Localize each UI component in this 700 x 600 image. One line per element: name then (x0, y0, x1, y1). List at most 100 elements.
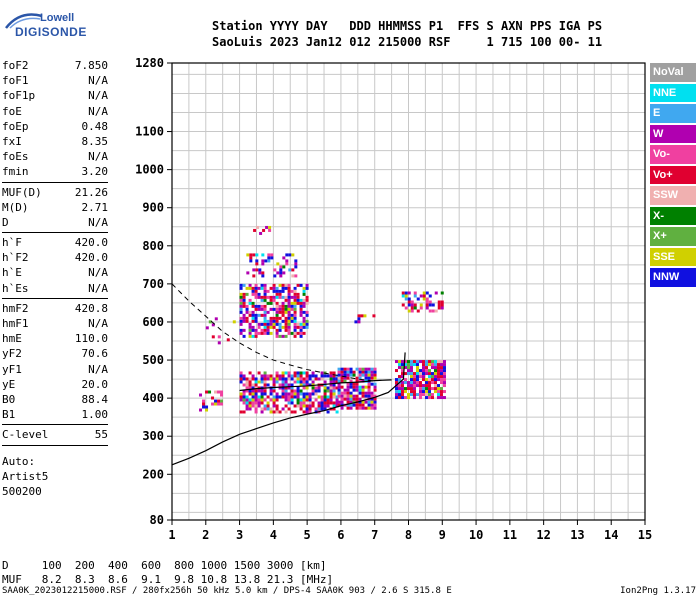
echo-point (401, 291, 405, 295)
echo-point (281, 407, 285, 411)
echo-point (284, 307, 288, 311)
echo-point (255, 259, 259, 263)
echo-point (253, 228, 257, 232)
echo-point (346, 388, 350, 392)
echo-point (205, 408, 209, 412)
echo-point (400, 396, 404, 400)
echo-point (335, 386, 339, 390)
echo-point (323, 383, 327, 387)
echo-point (281, 395, 285, 399)
echo-point (320, 371, 324, 375)
echo-point (263, 295, 267, 299)
param-name: foF2 (2, 59, 29, 72)
echo-point (314, 392, 318, 396)
echo-point (281, 386, 285, 390)
echo-point (282, 256, 286, 260)
echo-point (424, 360, 428, 364)
echo-point (440, 303, 444, 307)
echo-point (287, 298, 291, 302)
echo-point (314, 398, 318, 402)
echo-point (421, 360, 425, 364)
echo-point (407, 291, 411, 295)
echo-point (335, 374, 339, 378)
dashed-curve (171, 283, 375, 382)
echo-point (279, 265, 283, 269)
echo-point (346, 406, 350, 410)
echo-point (439, 387, 443, 391)
echo-point (427, 390, 431, 394)
echo-point (370, 400, 374, 404)
echo-point (302, 386, 306, 390)
echo-point (199, 408, 203, 412)
echo-point (412, 375, 416, 379)
echo-point (281, 307, 285, 311)
echo-point (275, 316, 279, 320)
polarization-legend: NoVal NNE E W Vo- Vo+ SSW X- X+ SSE NNW (650, 63, 696, 289)
echo-point (299, 307, 303, 311)
echo-point (409, 378, 413, 382)
echo-point (340, 370, 344, 374)
echo-point (355, 382, 359, 386)
echo-point (239, 395, 243, 399)
x-tick-label: 2 (202, 528, 209, 542)
param-value: 20.0 (81, 377, 109, 391)
echo-point (278, 307, 282, 311)
echo-point (367, 388, 371, 392)
echo-point (290, 313, 294, 317)
echo-point (299, 392, 303, 396)
echo-point (326, 404, 330, 408)
echo-point (260, 398, 264, 402)
echo-point (251, 313, 255, 317)
echo-point (296, 283, 300, 287)
echo-point (293, 410, 297, 414)
echo-point (427, 363, 431, 367)
echo-point (329, 371, 333, 375)
echo-point (245, 407, 249, 411)
echo-point (248, 389, 252, 393)
echo-point (308, 410, 312, 414)
echo-point (245, 395, 249, 399)
echo-point (242, 392, 246, 396)
echo-point (293, 395, 297, 399)
echo-point (428, 294, 432, 298)
echo-point (329, 374, 333, 378)
echo-point (239, 392, 243, 396)
echo-point (299, 404, 303, 408)
echo-point (270, 253, 274, 257)
echo-point (199, 393, 203, 397)
echo-point (214, 399, 218, 403)
echo-point (290, 377, 294, 381)
echo-point (251, 286, 255, 290)
echo-point (349, 382, 353, 386)
param-row: h`E N/A (2, 265, 108, 280)
param-value: 0.48 (81, 119, 109, 133)
echo-point (409, 384, 413, 388)
echo-point (296, 395, 300, 399)
echo-point (361, 400, 365, 404)
echo-point (308, 392, 312, 396)
echo-point (254, 380, 258, 384)
echo-point (296, 389, 300, 393)
echo-point (314, 386, 318, 390)
echo-point (296, 374, 300, 378)
echo-point (263, 374, 267, 378)
echo-point (287, 319, 291, 323)
echo-point (317, 377, 321, 381)
echo-point (284, 392, 288, 396)
echo-point (269, 389, 273, 393)
echo-point (275, 334, 279, 338)
echo-point (349, 397, 353, 401)
echo-point (302, 292, 306, 296)
trace-curve (239, 379, 392, 392)
echo-point (290, 289, 294, 293)
echo-point (254, 392, 258, 396)
echo-point (205, 405, 209, 409)
echo-point (317, 386, 321, 390)
echo-point (370, 403, 374, 407)
echo-point (278, 289, 282, 293)
echo-point (305, 295, 309, 299)
echo-point (407, 303, 411, 307)
echo-point (436, 396, 440, 400)
echo-point (248, 298, 252, 302)
echo-point (217, 390, 221, 394)
